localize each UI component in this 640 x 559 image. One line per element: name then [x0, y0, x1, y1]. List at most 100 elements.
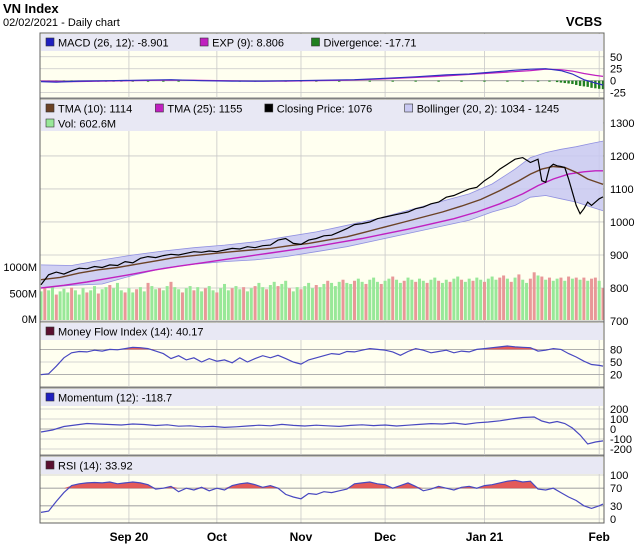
macd-divergence-bar: [582, 80, 586, 87]
volume-bar: [238, 289, 242, 320]
volume-bar: [146, 282, 150, 320]
rsi-tick: 30: [610, 501, 622, 513]
volume-bar: [58, 291, 62, 320]
price-legend-swatch: [45, 118, 55, 128]
volume-bar: [226, 290, 230, 320]
volume-bar: [395, 279, 399, 320]
volume-bar: [180, 292, 184, 320]
volume-bar: [119, 290, 123, 320]
volume-tick: 1000M: [3, 262, 37, 274]
volume-bar: [169, 281, 173, 320]
rsi-legend-bg: [41, 457, 603, 474]
volume-bar: [234, 286, 238, 320]
volume-bar: [322, 283, 326, 320]
mfi-tick: 80: [610, 344, 622, 356]
macd-divergence-bar: [177, 80, 180, 82]
volume-bar: [463, 281, 467, 320]
volume-bar: [223, 283, 227, 320]
volume-bar: [257, 282, 261, 320]
volume-bar: [284, 280, 288, 320]
macd-divergence-bar: [590, 80, 593, 88]
volume-bar: [456, 276, 460, 320]
macd-divergence-bar: [575, 80, 578, 85]
mfi-legend-bg: [41, 323, 603, 340]
momentum-legend-label: Momentum (12): -118.7: [58, 393, 172, 405]
volume-bar: [505, 278, 509, 320]
volume-bar: [360, 281, 364, 320]
rsi-legend-label: RSI (14): 33.92: [58, 461, 133, 473]
volume-bar: [100, 289, 104, 320]
volume-bar: [81, 288, 85, 320]
macd-divergence-bar: [559, 80, 563, 83]
price-legend-swatch: [45, 103, 55, 113]
chart-title: VN Index: [3, 1, 59, 16]
bollinger-band: [41, 141, 603, 288]
volume-bar: [532, 272, 536, 320]
momentum-legend-swatch: [45, 392, 55, 402]
momentum-tick: 100: [610, 414, 628, 426]
x-axis-label: Oct: [207, 530, 227, 544]
volume-bar: [89, 290, 93, 320]
volume-bar: [383, 280, 387, 320]
price-legend-label: Closing Price: 1076: [277, 104, 372, 116]
volume-bar: [582, 277, 586, 320]
volume-bar: [460, 279, 464, 320]
macd-divergence-bar: [437, 80, 440, 82]
volume-bar: [66, 292, 70, 320]
macd-divergence-bar: [414, 80, 417, 82]
volume-bar: [307, 282, 311, 320]
macd-tick: 25: [610, 64, 622, 76]
price-legend-label: TMA (25): 1155: [167, 104, 242, 116]
volume-bar: [203, 288, 207, 320]
macd-divergence-bar: [571, 80, 574, 85]
macd-line: [40, 68, 604, 86]
volume-bar: [123, 292, 127, 320]
volume-bar: [471, 280, 475, 320]
volume-bar: [593, 277, 597, 320]
volume-bar: [268, 285, 272, 320]
volume-bar: [70, 287, 74, 320]
volume-bar: [521, 279, 525, 320]
volume-bar: [509, 281, 513, 320]
volume-bar: [574, 277, 578, 320]
price-legend-label: Bollinger (20, 2): 1034 - 1245: [417, 104, 559, 116]
macd-divergence-bar: [563, 80, 566, 84]
volume-bar: [85, 292, 89, 320]
volume-bar: [597, 280, 601, 320]
macd-legend-label: Divergence: -17.71: [324, 38, 417, 50]
volume-bar: [230, 288, 234, 320]
volume-bar: [200, 291, 204, 320]
volume-bar: [421, 280, 425, 320]
volume-bar: [437, 280, 441, 320]
mfi-legend-label: Money Flow Index (14): 40.17: [58, 327, 204, 339]
volume-bar: [475, 277, 479, 320]
volume-bar: [601, 288, 605, 320]
chart-subtitle: 02/02/2021 - Daily chart: [3, 17, 120, 29]
macd-divergence-bar: [578, 80, 582, 86]
volume-bar: [330, 282, 334, 320]
volume-bar: [559, 277, 563, 320]
volume-bar: [138, 287, 142, 320]
macd-legend-label: EXP (9): 8.806: [212, 38, 284, 50]
momentum-tick: 0: [610, 424, 616, 436]
volume-bar: [414, 281, 418, 320]
volume-bar: [525, 282, 529, 320]
price-tick: 1300: [610, 118, 634, 130]
momentum-line: [40, 416, 604, 445]
volume-bar: [467, 278, 471, 320]
volume-bar: [242, 287, 246, 320]
volume-bar: [528, 278, 532, 320]
volume-bar: [479, 279, 483, 320]
volume-bar: [261, 287, 265, 320]
macd-legend-bg: [41, 34, 603, 51]
volume-bar: [352, 280, 356, 320]
volume-bar: [219, 288, 223, 320]
volume-bar: [364, 283, 368, 320]
volume-bar: [563, 280, 567, 320]
volume-bar: [402, 280, 406, 320]
price-tick: 800: [610, 283, 628, 295]
volume-bar: [448, 281, 452, 320]
momentum-tick: -100: [610, 434, 632, 446]
volume-bar: [444, 279, 448, 320]
mfi-line: [40, 345, 604, 376]
